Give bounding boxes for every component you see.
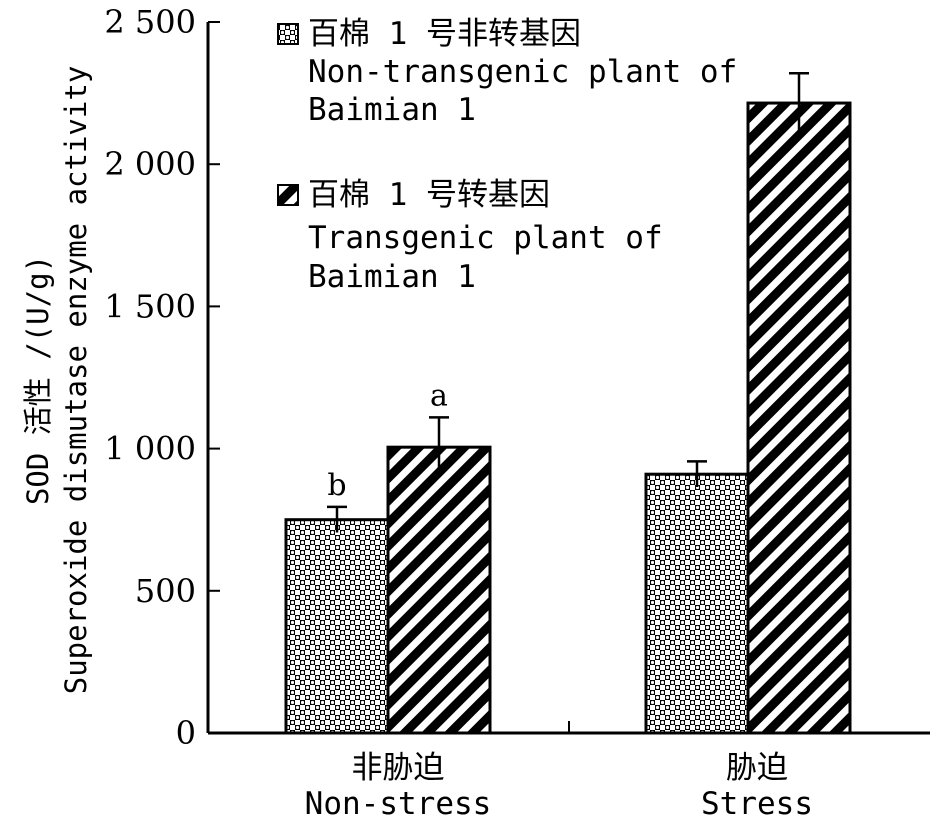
bar-non-transgenic-non-stress bbox=[284, 518, 390, 735]
legend-label-cn: 百棉 1 号非转基因 bbox=[308, 16, 581, 52]
y-tick-label: 2 500 bbox=[104, 3, 196, 41]
bar-transgenic-stress bbox=[746, 101, 852, 735]
y-tick-label: 0 bbox=[176, 714, 196, 752]
y-ticks: 0 500 1 000 1 500 2 000 2 500 bbox=[104, 3, 220, 752]
significance-label: b bbox=[327, 468, 346, 503]
legend-label-en-1: Non-transgenic plant of bbox=[308, 54, 737, 90]
y-axis-title-en: Superoxide dismutase enzyme activity bbox=[59, 66, 93, 695]
legend: 百棉 1 号非转基因 Non-transgenic plant of Baimi… bbox=[277, 16, 737, 295]
legend-swatch-transgenic bbox=[277, 184, 299, 206]
legend-label-cn: 百棉 1 号转基因 bbox=[308, 177, 550, 213]
category-label-cn: 胁迫 bbox=[726, 750, 788, 786]
legend-label-en-1: Transgenic plant of bbox=[308, 220, 663, 256]
y-axis-title-cn: SOD 活性 /(U/g) bbox=[21, 255, 55, 505]
y-axis-title: SOD 活性 /(U/g) Superoxide dismutase enzym… bbox=[21, 66, 93, 695]
category-label-cn: 非胁迫 bbox=[352, 750, 445, 786]
legend-label-en-2: Baimian 1 bbox=[308, 92, 476, 128]
significance-label: a bbox=[430, 378, 448, 413]
legend-label-en-2: Baimian 1 bbox=[308, 259, 476, 295]
bars: ba bbox=[284, 71, 852, 735]
y-tick-label: 500 bbox=[135, 572, 196, 610]
y-tick-label: 2 000 bbox=[104, 145, 196, 183]
bar-non-transgenic-stress bbox=[644, 472, 750, 735]
legend-item-transgenic: 百棉 1 号转基因 Transgenic plant of Baimian 1 bbox=[277, 177, 663, 295]
y-tick-label: 1 500 bbox=[104, 287, 196, 325]
category-label-en: Non-stress bbox=[305, 786, 492, 822]
bar-transgenic-non-stress bbox=[386, 445, 492, 735]
y-tick-label: 1 000 bbox=[104, 430, 196, 468]
legend-swatch-non-transgenic bbox=[277, 23, 299, 45]
legend-item-non-transgenic: 百棉 1 号非转基因 Non-transgenic plant of Baimi… bbox=[277, 16, 737, 128]
category-label-en: Stress bbox=[701, 786, 813, 822]
